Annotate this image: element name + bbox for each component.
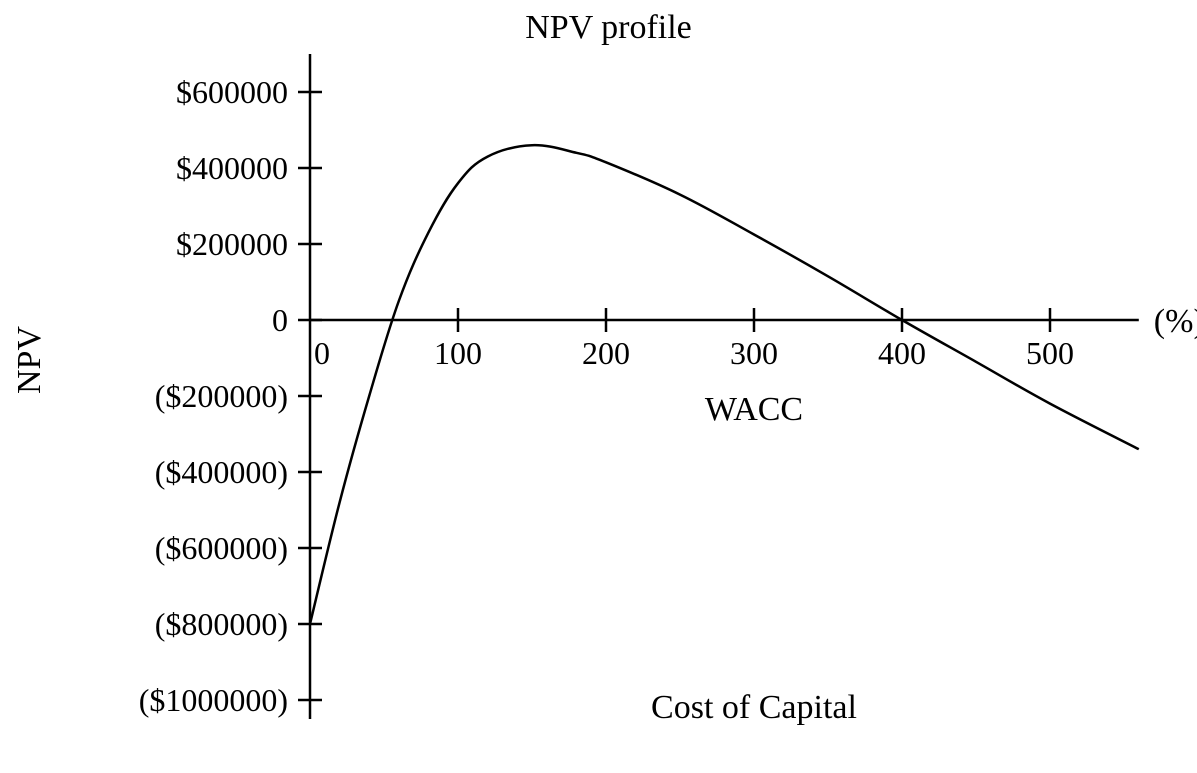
x-tick-label: 400 — [878, 335, 926, 371]
y-tick-label: ($1000000) — [139, 682, 288, 718]
npv-profile-chart: NPV profile 0 100 200 300 400 500 ($1000000) ($8… — [0, 0, 1197, 773]
x-tick-label: 500 — [1026, 335, 1074, 371]
chart-svg: NPV profile 0 100 200 300 400 500 ($1000000) ($8… — [0, 0, 1197, 773]
y-tick-label: $200000 — [176, 226, 288, 262]
y-tick-label: 0 — [272, 302, 288, 338]
x-tick-label: 200 — [582, 335, 630, 371]
y-tick-label: ($600000) — [155, 530, 288, 566]
chart-title: NPV profile — [525, 9, 692, 46]
y-tick-label: ($800000) — [155, 606, 288, 642]
x-axis-label-cost: Cost of Capital — [651, 689, 857, 726]
y-tick-label: $600000 — [176, 74, 288, 110]
y-tick-label: ($400000) — [155, 454, 288, 490]
y-axis-label: NPV — [11, 326, 48, 394]
y-tick-label: ($200000) — [155, 378, 288, 414]
x-tick-label: 0 — [314, 335, 330, 371]
x-axis-units: (%) — [1154, 303, 1197, 340]
x-tick-label: 300 — [730, 335, 778, 371]
y-tick-label: $400000 — [176, 150, 288, 186]
x-tick-label: 100 — [434, 335, 482, 371]
x-axis-label-wacc: WACC — [705, 391, 803, 428]
